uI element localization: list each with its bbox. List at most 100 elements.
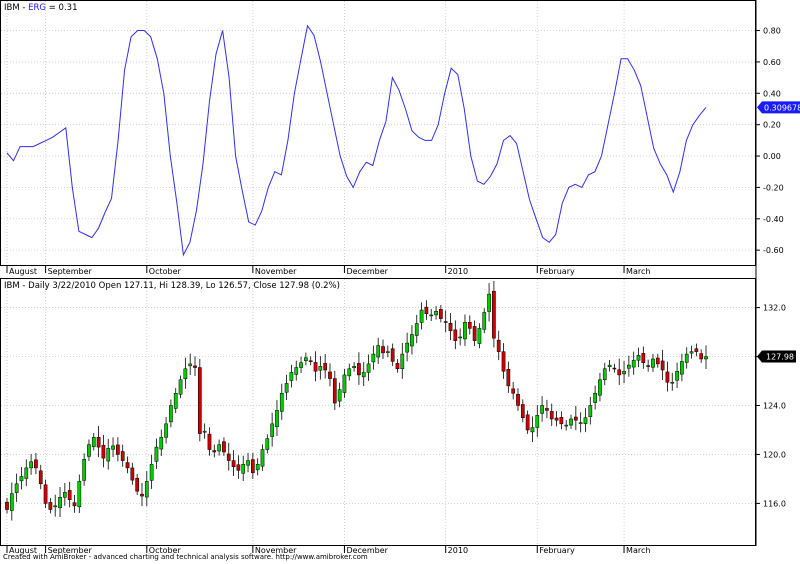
candle-body	[130, 467, 135, 481]
candle-body	[328, 371, 332, 379]
down-candle	[660, 349, 665, 381]
up-candle	[275, 400, 279, 437]
up-candle	[366, 354, 371, 381]
up-candle	[87, 439, 91, 462]
candle-body	[72, 502, 77, 507]
candle-body	[236, 464, 241, 471]
candle-body	[116, 444, 120, 455]
up-candle	[159, 429, 164, 457]
candle-body	[125, 462, 130, 469]
candle-body	[313, 362, 318, 372]
candle-body	[197, 367, 202, 434]
candle-body	[193, 365, 197, 368]
candle-body	[602, 368, 607, 381]
candle-body	[530, 427, 535, 433]
down-candle	[212, 444, 217, 458]
down-candle	[525, 410, 530, 434]
candle-body	[395, 363, 400, 370]
candle-body	[704, 356, 708, 360]
candle-body	[501, 351, 506, 372]
candle-body	[453, 329, 458, 341]
down-candle	[120, 444, 125, 467]
candle-body	[694, 348, 699, 352]
down-candle	[573, 405, 578, 431]
down-candle	[694, 343, 699, 357]
up-candle	[14, 473, 19, 502]
up-candle	[631, 351, 636, 375]
up-candle	[405, 332, 409, 362]
candle-body	[154, 446, 159, 462]
candle-body	[414, 323, 419, 336]
price-ytick-label: 124.0	[763, 401, 786, 410]
erg-panel-frame	[0, 0, 756, 266]
candle-body	[699, 353, 704, 360]
up-candle	[77, 474, 82, 513]
up-candle	[284, 374, 289, 400]
down-candle	[101, 434, 106, 468]
candle-body	[487, 293, 491, 312]
candle-body	[270, 423, 274, 437]
candle-body	[222, 441, 226, 453]
candle-body	[241, 463, 246, 474]
up-candle	[385, 345, 390, 358]
candle-body	[159, 437, 164, 450]
erg-ytick-label: -0.40	[763, 215, 784, 224]
candle-body	[617, 369, 622, 376]
down-candle	[231, 450, 236, 476]
up-candle	[53, 494, 58, 517]
down-candle	[506, 361, 511, 393]
up-candle	[704, 345, 708, 370]
candle-body	[410, 334, 414, 347]
candle-body	[357, 363, 361, 376]
candle-body	[492, 290, 496, 339]
price-month-label: December	[346, 546, 388, 555]
up-candle	[593, 385, 597, 410]
up-candle	[62, 482, 67, 506]
candle-body	[96, 437, 101, 448]
erg-ytick-label: -0.20	[763, 183, 784, 192]
candle-body	[299, 362, 303, 368]
candle-body	[202, 430, 207, 433]
down-candle	[453, 320, 458, 350]
erg-ytick-label: 0.00	[763, 152, 781, 161]
down-candle	[193, 356, 197, 377]
price-month-label: March	[626, 546, 650, 555]
up-candle	[318, 356, 323, 380]
up-candle	[477, 323, 482, 349]
down-candle	[665, 361, 670, 392]
up-candle	[540, 396, 544, 422]
candle-body	[554, 417, 559, 421]
candle-body	[366, 363, 371, 373]
up-candle	[299, 356, 303, 373]
candle-body	[593, 393, 597, 403]
up-candle	[371, 345, 376, 370]
candle-body	[231, 460, 236, 467]
up-candle	[689, 345, 694, 359]
down-candle	[559, 411, 564, 430]
down-candle	[467, 315, 472, 335]
candle-body	[217, 444, 221, 452]
price-month-label: October	[149, 546, 182, 555]
candle-body	[120, 451, 125, 461]
up-candle	[241, 455, 246, 482]
erg-month-label: November	[255, 267, 297, 276]
up-candle	[270, 412, 274, 447]
down-candle	[130, 462, 135, 485]
candle-body	[342, 374, 347, 393]
erg-title: IBM - ERG = 0.31	[4, 3, 77, 13]
candle-body	[178, 379, 183, 395]
candle-body	[463, 322, 467, 340]
candle-body	[82, 459, 86, 481]
candle-body	[390, 348, 395, 362]
up-candle	[29, 454, 33, 475]
up-candle	[169, 399, 173, 428]
price-last-value-box: 127.98	[757, 350, 796, 363]
candle-body	[24, 467, 29, 479]
candle-body	[680, 361, 684, 375]
down-candle	[357, 352, 361, 385]
up-candle	[342, 368, 347, 398]
price-title: IBM - Daily 3/22/2010 Open 127.11, Hi 12…	[4, 281, 340, 291]
down-candle	[197, 358, 202, 442]
down-candle	[511, 381, 516, 400]
